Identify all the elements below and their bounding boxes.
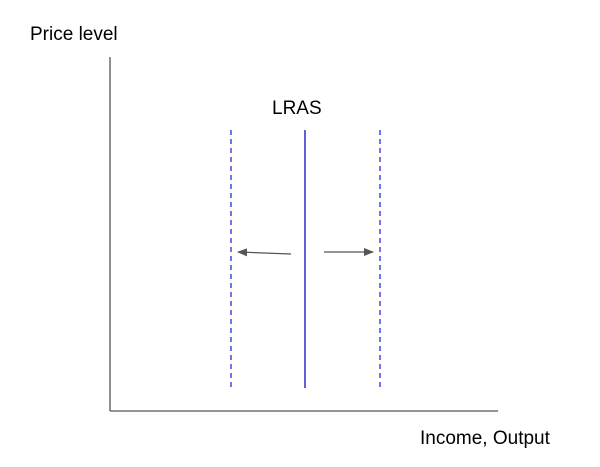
lras-label: LRAS [272,98,322,119]
y-axis-label: Price level [30,24,118,45]
shift-left-arrow [237,248,292,257]
x-axis-label: Income, Output [420,428,551,449]
